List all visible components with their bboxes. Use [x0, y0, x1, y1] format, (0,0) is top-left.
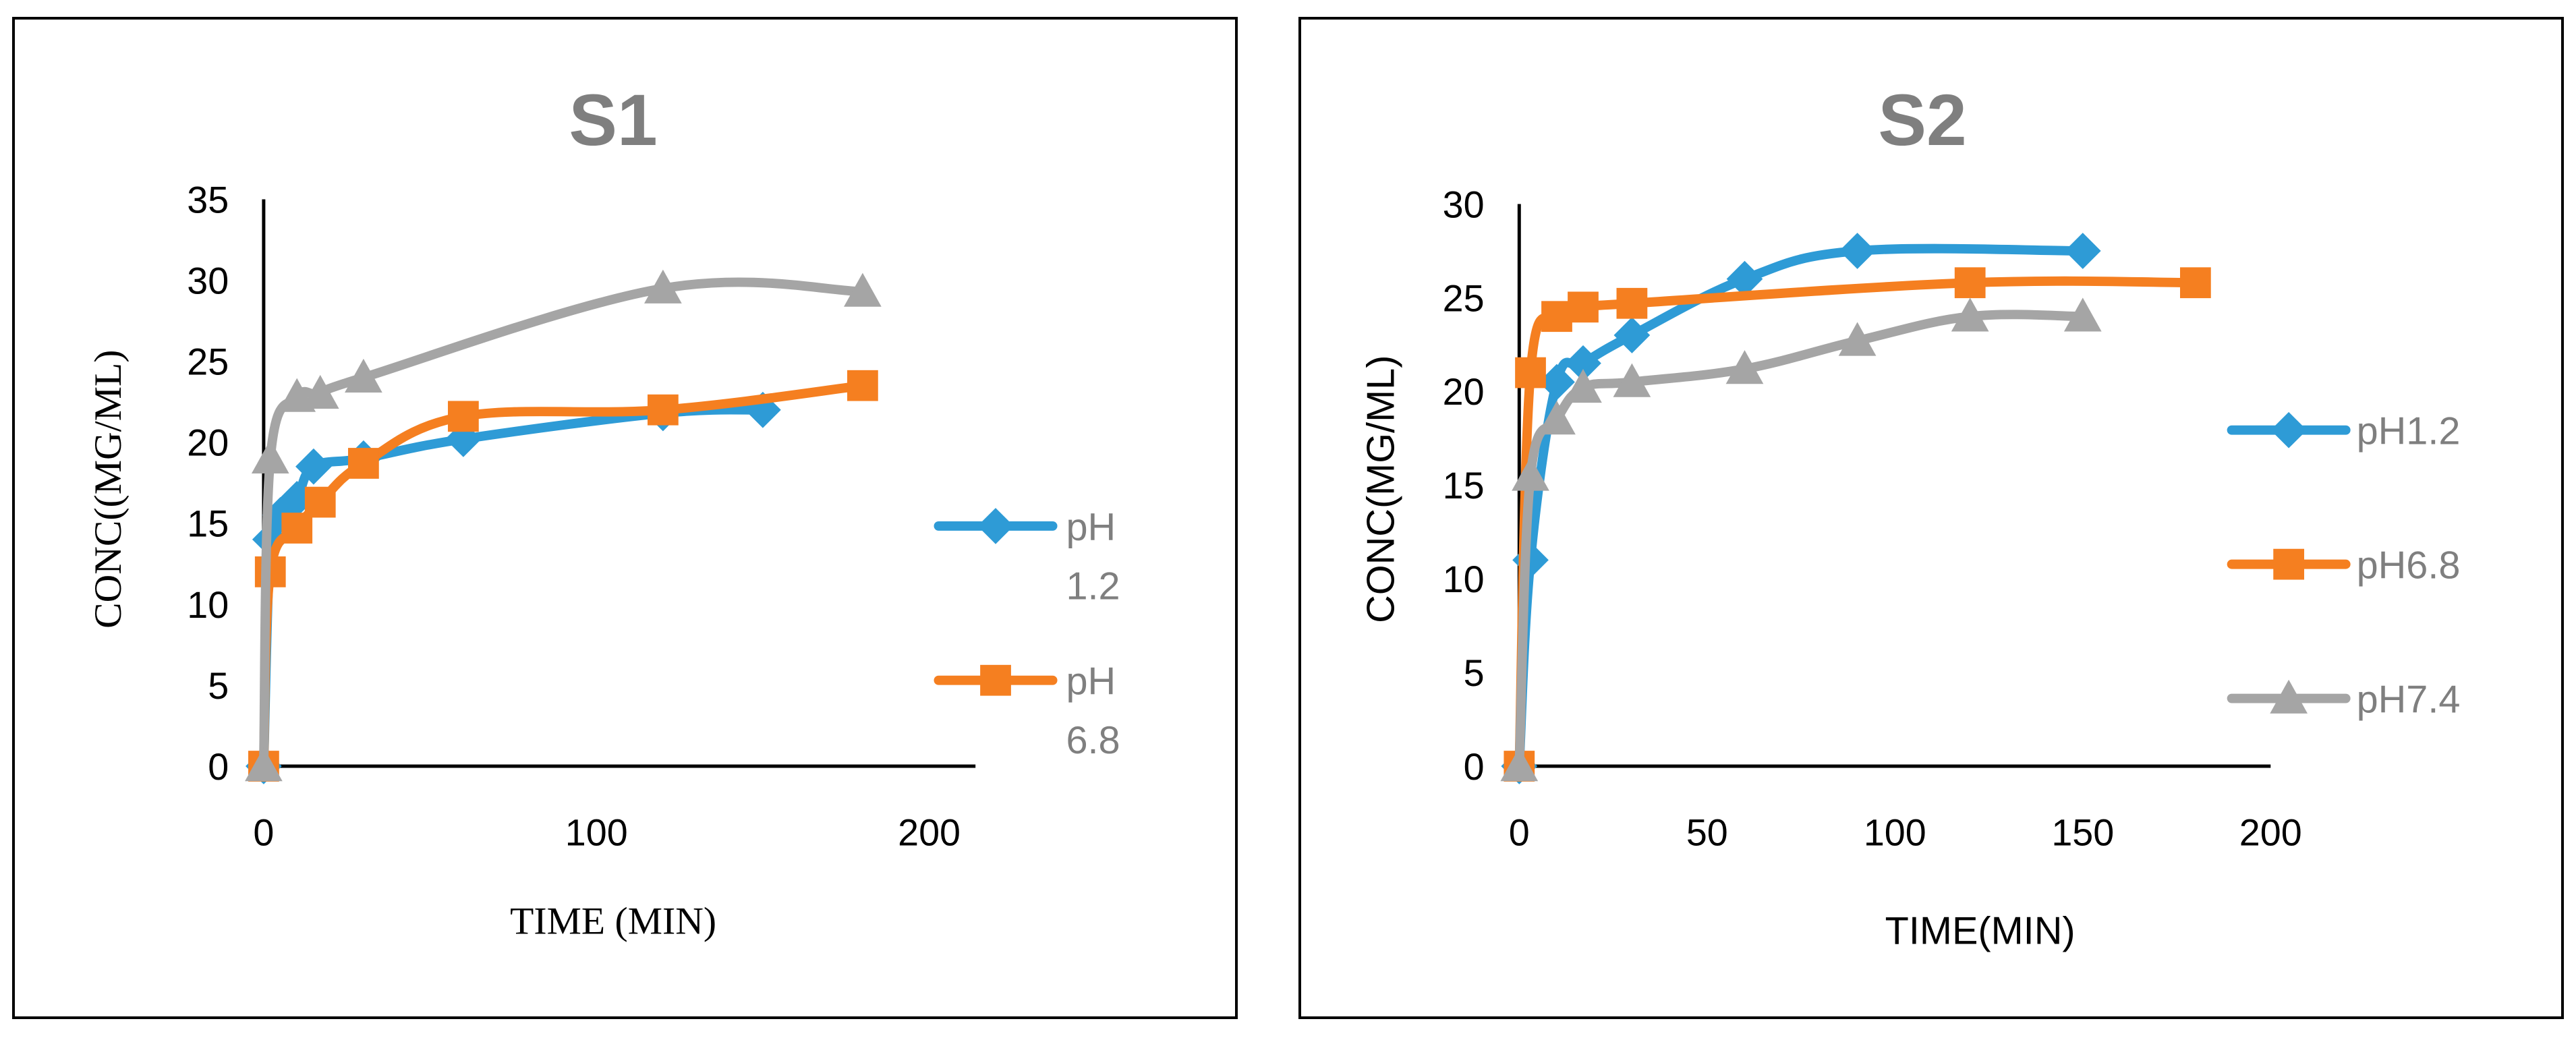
legend-label: pH7.4 — [2357, 678, 2461, 721]
x-axis-title: TIME (MIN) — [510, 900, 716, 943]
y-tick-label: 0 — [1464, 746, 1485, 788]
legend-label: pH — [1066, 506, 1116, 549]
data-point — [1613, 363, 1651, 397]
legend-label: 1.2 — [1066, 565, 1120, 608]
data-point — [348, 448, 379, 479]
data-point — [1613, 317, 1651, 353]
data-point — [2064, 233, 2101, 269]
legend: pH1.2 pH6.8 pH7.4 — [2227, 410, 2461, 721]
data-point — [2180, 267, 2211, 299]
data-point — [1951, 297, 1989, 332]
y-tick-label: 5 — [208, 665, 229, 707]
chart-title: S1 — [569, 80, 657, 161]
series-line — [258, 277, 867, 771]
x-tick-label: 0 — [1509, 811, 1530, 853]
y-axis-title: CONC(MG/ML) — [1359, 355, 1402, 623]
legend: pH 1.2 pH 6.8 — [934, 506, 1120, 762]
data-point — [648, 394, 679, 426]
y-tick-label: 30 — [187, 260, 229, 302]
y-tick-label: 20 — [1443, 371, 1485, 413]
y-tick-label: 20 — [187, 422, 229, 464]
y-tick-label: 35 — [187, 179, 229, 221]
x-tick-label: 50 — [1686, 811, 1728, 853]
chart-s1: S1 TIME (MIN) CONC((MG/ML) 0 5 10 15 20 25 30 3… — [87, 80, 1120, 943]
data-point — [301, 374, 339, 409]
data-point — [1541, 301, 1572, 333]
data-point — [1515, 357, 1546, 388]
legend-item: pH 6.8 — [934, 660, 1120, 762]
legend-label: pH6.8 — [2357, 544, 2461, 587]
data-point — [1725, 350, 1764, 384]
data-point — [644, 269, 682, 304]
data-point — [1538, 401, 1576, 435]
x-tick-label: 200 — [2239, 811, 2302, 853]
series-line — [258, 380, 867, 771]
legend-marker — [977, 508, 1014, 544]
y-tick-label: 10 — [1443, 558, 1485, 600]
y-tick-label: 25 — [187, 341, 229, 383]
chart-s2: S2 TIME(MIN) CONC(MG/ML) 0 5 10 15 20 25 30 0 50… — [1359, 80, 2461, 953]
legend-label: 6.8 — [1066, 719, 1120, 762]
series-ph-6-8 — [248, 370, 878, 782]
y-tick-label: 5 — [1464, 652, 1485, 694]
data-point — [1564, 368, 1602, 403]
data-point — [251, 439, 289, 474]
data-point — [847, 370, 878, 401]
series-ph-7-4 — [245, 269, 882, 782]
data-point — [1512, 542, 1549, 579]
chart-title: S2 — [1878, 80, 1966, 161]
legend-label: pH1.2 — [2357, 410, 2461, 453]
data-point — [345, 358, 382, 393]
series-ph-1-2 — [246, 391, 781, 784]
legend-marker — [2273, 548, 2305, 580]
y-tick-label: 15 — [187, 503, 229, 545]
series-line — [258, 405, 768, 771]
legend-item: pH 1.2 — [934, 506, 1120, 608]
legend-item: pH6.8 — [2227, 544, 2461, 587]
series-ph7-4 — [1500, 297, 2102, 782]
y-tick-label: 0 — [208, 746, 229, 788]
legend-item: pH7.4 — [2227, 678, 2461, 721]
x-tick-label: 100 — [1864, 811, 1926, 853]
data-point — [281, 513, 313, 544]
legend-marker — [2270, 411, 2307, 449]
chart-panel-s1: S1 TIME (MIN) CONC((MG/ML) 0 5 10 15 20 25 30 3… — [12, 17, 1238, 1019]
x-tick-label: 100 — [565, 811, 628, 853]
data-point — [304, 486, 336, 518]
data-point — [1838, 322, 1877, 356]
y-tick-label: 15 — [1443, 465, 1485, 507]
data-point — [448, 401, 479, 432]
data-point — [2063, 297, 2102, 332]
data-point — [1954, 267, 1986, 299]
x-tick-label: 200 — [898, 811, 961, 853]
data-point — [1512, 457, 1549, 491]
data-point — [1500, 747, 1539, 782]
x-axis-title: TIME(MIN) — [1885, 910, 2076, 953]
x-tick-label: 150 — [2051, 811, 2114, 853]
y-tick-label: 30 — [1443, 183, 1485, 225]
series-line — [1514, 310, 2088, 771]
data-point — [1568, 291, 1599, 323]
y-axis-title: CONC((MG/ML) — [87, 350, 130, 629]
data-point — [1839, 233, 1876, 269]
legend-label: pH — [1066, 660, 1116, 703]
x-tick-label: 0 — [253, 811, 274, 853]
chart-panel-s2: S2 TIME(MIN) CONC(MG/ML) 0 5 10 15 20 25 30 0 50… — [1298, 17, 2564, 1019]
y-tick-label: 25 — [1443, 277, 1485, 319]
y-tick-label: 10 — [187, 584, 229, 626]
legend-item: pH1.2 — [2227, 410, 2461, 453]
series-line — [1514, 243, 2088, 771]
data-point — [1616, 287, 1648, 319]
data-point — [844, 272, 882, 307]
legend-marker — [980, 664, 1011, 696]
data-point — [245, 747, 283, 782]
legend-marker — [2270, 679, 2308, 714]
